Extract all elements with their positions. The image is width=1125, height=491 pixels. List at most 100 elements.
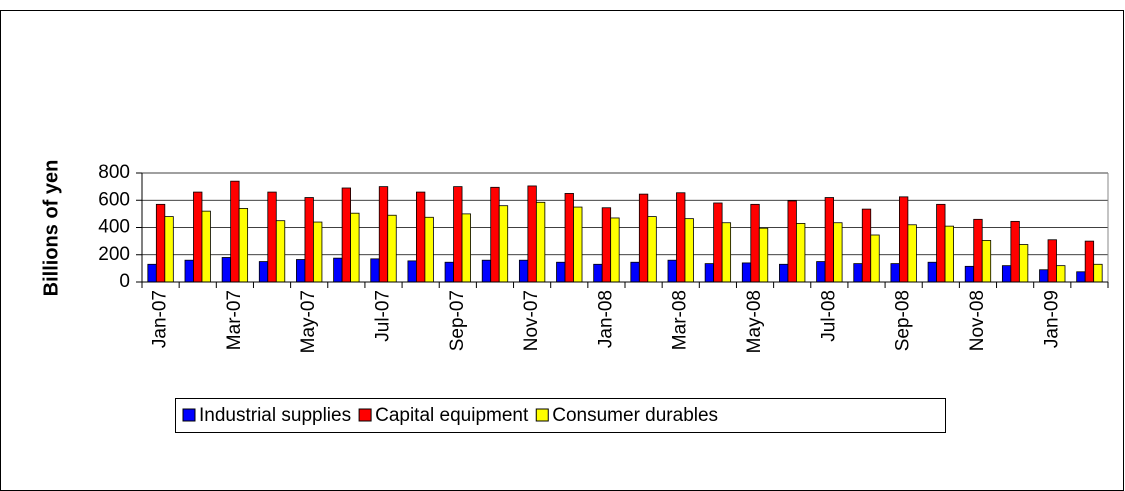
legend-swatch [182,408,196,422]
legend-label: Consumer durables [552,405,718,426]
y-tick-label: 200 [98,244,130,265]
bar [824,197,834,283]
bar [981,240,992,283]
x-tick-label: May-07 [298,290,319,353]
bar [741,262,752,283]
y-tick-label: 400 [98,217,130,238]
legend-box [175,398,946,433]
bar [238,208,249,283]
bar [313,221,323,283]
bar [630,261,640,283]
bar [164,216,174,283]
x-tick-label: Mar-08 [670,290,691,350]
bar [147,263,157,283]
bar [676,192,686,283]
bar [155,203,166,283]
x-tick-label: Nov-08 [967,290,988,351]
bar [796,223,806,283]
legend-swatch [535,408,549,422]
bar [275,220,286,283]
bar [973,218,983,283]
bar [556,261,566,283]
bar [750,203,760,283]
bar [267,191,277,283]
bar [787,200,797,283]
bar [684,218,694,283]
y-tick-label: 600 [98,189,130,210]
bar [1076,271,1086,283]
bar [453,186,463,283]
bar [704,263,715,283]
bar [907,224,917,283]
bar [184,259,194,283]
bar [573,206,583,283]
bar [944,225,954,283]
bar [610,217,620,283]
y-axis-title: Billions of yen [40,160,62,297]
x-tick-label: Jan-09 [1041,290,1062,348]
bar [1084,240,1095,283]
bar [370,258,380,283]
bar [527,185,537,283]
x-tick-label: May-08 [744,290,765,353]
x-tick-label: Sep-07 [447,290,468,351]
bar [296,259,306,283]
bar [341,187,351,283]
bar [304,197,314,283]
bar [461,213,471,283]
bar [1047,239,1057,283]
bar [853,263,863,283]
bar [899,196,909,283]
bar [1093,263,1103,283]
legend-label: Industrial supplies [199,405,351,426]
bar [490,186,500,283]
bar [647,216,657,283]
bar [258,261,269,283]
x-tick-label: Jul-07 [373,290,394,342]
bar [870,234,880,283]
bar [230,180,240,283]
bar [816,261,826,283]
bar [638,193,649,283]
bar [964,265,975,283]
y-tick-label: 800 [98,162,130,183]
bar [667,259,677,283]
bar [593,263,603,283]
bar [221,257,232,283]
bar [1010,220,1020,283]
y-tick-label: 0 [119,271,130,292]
bar [779,263,789,283]
legend-label: Capital equipment [375,405,529,426]
bar [564,193,574,283]
bar [333,257,343,283]
bar [518,259,529,283]
bar [193,191,203,283]
x-tick-label: Jan-08 [595,290,616,348]
bar [201,210,211,283]
bar [833,222,843,283]
legend-swatch [358,408,372,422]
bar [1001,265,1012,283]
bar [861,208,872,283]
bar [416,191,426,283]
x-tick-label: Jul-08 [818,290,839,342]
bar [1056,265,1066,283]
bar [927,261,937,283]
x-tick-label: Jan-07 [150,290,171,348]
bar [378,186,389,283]
bar [890,263,900,283]
bar [444,261,454,283]
bar [1018,244,1029,283]
bar [407,260,417,283]
x-tick-label: Sep-08 [893,290,914,351]
bar [481,259,492,283]
bar [601,207,612,283]
bar [387,214,397,283]
bar [713,202,723,283]
bar [1039,269,1049,283]
bar [498,205,509,283]
x-tick-label: Mar-07 [224,290,245,350]
x-tick-label: Nov-07 [521,290,542,351]
